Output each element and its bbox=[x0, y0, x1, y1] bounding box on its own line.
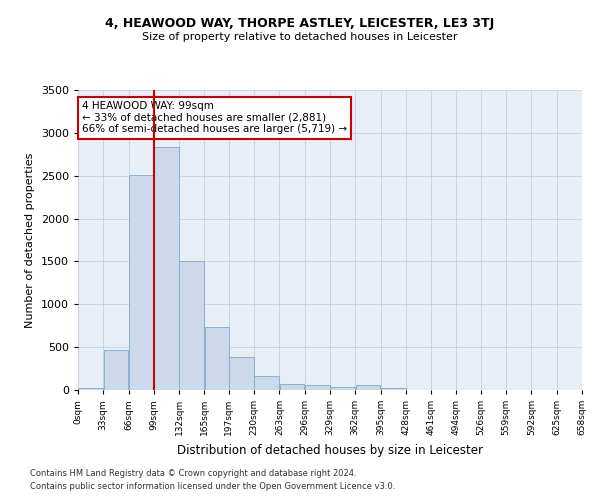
Bar bbox=[104, 350, 128, 390]
Bar bbox=[78, 388, 103, 390]
Text: Contains HM Land Registry data © Crown copyright and database right 2024.: Contains HM Land Registry data © Crown c… bbox=[30, 468, 356, 477]
Bar bbox=[179, 260, 204, 390]
Bar bbox=[330, 387, 355, 390]
Bar bbox=[280, 384, 304, 390]
Text: 4, HEAWOOD WAY, THORPE ASTLEY, LEICESTER, LE3 3TJ: 4, HEAWOOD WAY, THORPE ASTLEY, LEICESTER… bbox=[106, 18, 494, 30]
Bar bbox=[229, 358, 254, 390]
Bar bbox=[205, 327, 229, 390]
X-axis label: Distribution of detached houses by size in Leicester: Distribution of detached houses by size … bbox=[177, 444, 483, 456]
Bar bbox=[356, 386, 380, 390]
Bar bbox=[154, 146, 179, 390]
Text: 4 HEAWOOD WAY: 99sqm
← 33% of detached houses are smaller (2,881)
66% of semi-de: 4 HEAWOOD WAY: 99sqm ← 33% of detached h… bbox=[82, 101, 347, 134]
Bar bbox=[129, 175, 154, 390]
Bar bbox=[254, 376, 279, 390]
Bar bbox=[305, 386, 330, 390]
Text: Size of property relative to detached houses in Leicester: Size of property relative to detached ho… bbox=[142, 32, 458, 42]
Bar bbox=[381, 388, 406, 390]
Y-axis label: Number of detached properties: Number of detached properties bbox=[25, 152, 35, 328]
Text: Contains public sector information licensed under the Open Government Licence v3: Contains public sector information licen… bbox=[30, 482, 395, 491]
